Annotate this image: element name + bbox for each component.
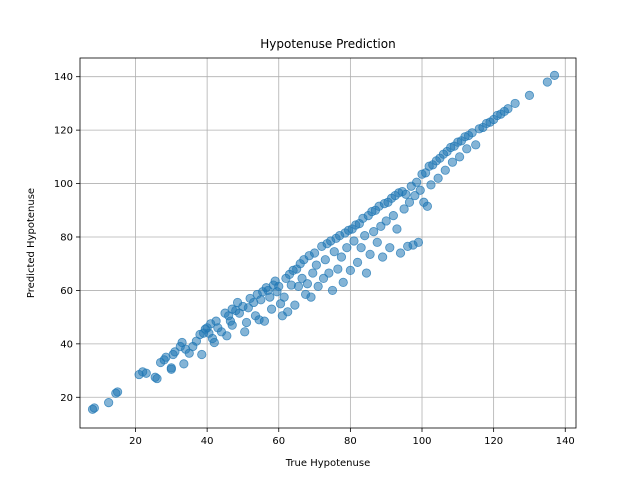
data-point bbox=[179, 359, 189, 369]
data-point bbox=[361, 268, 372, 278]
x-axis-label: True Hypotenuse bbox=[285, 458, 370, 469]
x-tick-label: 40 bbox=[201, 436, 214, 447]
data-point bbox=[274, 281, 284, 292]
y-tick-label: 20 bbox=[60, 393, 73, 404]
data-point bbox=[309, 248, 320, 258]
data-point bbox=[222, 331, 232, 341]
data-point bbox=[433, 173, 443, 183]
axes-frame bbox=[79, 57, 577, 429]
data-point bbox=[170, 347, 180, 357]
x-tick-label: 60 bbox=[272, 436, 285, 447]
data-point bbox=[342, 243, 352, 253]
data-point bbox=[297, 273, 307, 283]
y-tick-label: 120 bbox=[54, 126, 73, 137]
data-point bbox=[410, 190, 420, 201]
x-tick-label: 120 bbox=[484, 436, 503, 447]
data-point bbox=[376, 221, 386, 231]
data-point bbox=[455, 152, 465, 162]
data-point bbox=[440, 165, 450, 175]
data-point bbox=[392, 224, 402, 234]
data-point bbox=[241, 317, 252, 328]
data-point bbox=[279, 292, 289, 302]
data-point bbox=[320, 255, 330, 265]
data-point bbox=[412, 177, 422, 187]
x-tick-label: 100 bbox=[412, 436, 431, 447]
data-point bbox=[467, 128, 477, 138]
data-point bbox=[549, 70, 560, 80]
data-point bbox=[256, 295, 266, 305]
data-point bbox=[345, 265, 355, 275]
data-point bbox=[311, 260, 321, 270]
data-point bbox=[290, 300, 300, 310]
data-point bbox=[542, 77, 552, 87]
x-tick-label: 80 bbox=[344, 436, 357, 447]
data-point bbox=[209, 337, 219, 348]
data-point bbox=[243, 303, 253, 313]
x-tick-label: 20 bbox=[129, 436, 142, 447]
y-tick-label: 40 bbox=[60, 339, 73, 350]
data-point bbox=[104, 398, 114, 408]
data-point bbox=[399, 204, 409, 214]
data-point bbox=[313, 281, 323, 292]
data-point bbox=[360, 231, 370, 241]
data-point bbox=[327, 285, 338, 296]
data-point bbox=[265, 292, 275, 302]
data-point bbox=[365, 249, 375, 259]
data-point bbox=[404, 197, 415, 207]
x-tick-label: 140 bbox=[556, 436, 575, 447]
data-point bbox=[352, 257, 363, 267]
data-point bbox=[524, 90, 535, 101]
data-point bbox=[415, 185, 425, 195]
data-point bbox=[308, 268, 318, 278]
y-tick-label: 100 bbox=[54, 179, 73, 190]
data-point bbox=[401, 189, 411, 199]
data-point bbox=[338, 277, 348, 288]
data-point bbox=[283, 307, 293, 317]
data-point bbox=[302, 279, 313, 289]
data-point bbox=[447, 157, 458, 167]
data-point bbox=[510, 98, 520, 109]
y-axis-label: Predicted Hypotenuse bbox=[26, 188, 37, 298]
y-tick-label: 80 bbox=[60, 232, 73, 243]
data-point bbox=[422, 201, 432, 211]
data-point bbox=[329, 247, 339, 257]
data-point bbox=[381, 216, 391, 226]
data-point bbox=[349, 236, 359, 246]
data-point bbox=[152, 373, 162, 384]
data-point bbox=[266, 304, 277, 314]
y-tick-label: 60 bbox=[60, 286, 73, 297]
data-point bbox=[372, 237, 382, 247]
data-point bbox=[197, 349, 207, 360]
data-point bbox=[318, 273, 329, 283]
data-points bbox=[87, 70, 560, 414]
data-point bbox=[369, 227, 379, 237]
data-point bbox=[395, 248, 406, 258]
data-point bbox=[240, 327, 250, 337]
y-tick-label: 140 bbox=[54, 72, 73, 83]
y-axis-ticks: 20 40 60 80 100 120 140 bbox=[54, 72, 80, 404]
data-point bbox=[471, 140, 481, 150]
data-point bbox=[259, 316, 270, 326]
data-point bbox=[503, 104, 513, 114]
data-point bbox=[166, 363, 176, 373]
data-point bbox=[378, 252, 388, 262]
data-point bbox=[426, 180, 436, 190]
data-point bbox=[89, 403, 99, 413]
data-point bbox=[388, 211, 398, 221]
data-point bbox=[293, 281, 304, 292]
data-point bbox=[333, 264, 343, 274]
data-point bbox=[306, 292, 316, 302]
data-point bbox=[113, 387, 123, 397]
data-point bbox=[336, 252, 347, 262]
data-point bbox=[413, 237, 424, 247]
data-point bbox=[141, 368, 151, 378]
data-point bbox=[462, 144, 472, 154]
data-point bbox=[385, 243, 395, 253]
data-point bbox=[324, 268, 334, 278]
chart-title: Hypotenuse Prediction bbox=[260, 37, 395, 51]
data-point bbox=[227, 320, 237, 330]
x-axis-ticks: 20 40 60 80 100 120 140 bbox=[129, 428, 575, 447]
data-point bbox=[356, 243, 366, 253]
